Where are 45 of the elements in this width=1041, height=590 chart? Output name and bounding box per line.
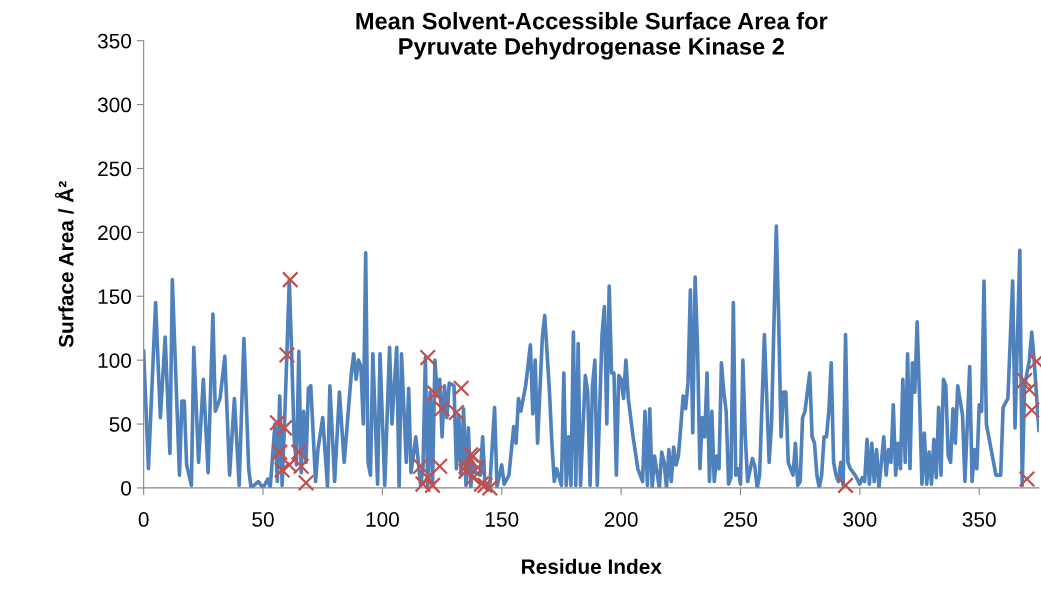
y-axis-title: Surface Area / Å² (54, 181, 74, 348)
point (419, 349, 437, 366)
point (414, 475, 432, 493)
x-tick-label: 150 (485, 512, 519, 527)
point (452, 379, 470, 397)
x-tick-label: 200 (604, 512, 638, 527)
y-tick-label: 0 (121, 480, 132, 496)
point (464, 469, 482, 487)
y-tick-label: 50 (109, 417, 132, 432)
y-tick-label: 250 (98, 161, 132, 177)
chart-title: Mean Solvent-Accessible Surface Area for Pyruvate Dehydrogenase Kinase 2 (356, 12, 828, 60)
y-tick-label: 300 (97, 97, 132, 113)
x-tick-label: 0 (138, 512, 149, 527)
point (412, 457, 429, 475)
point (290, 443, 308, 461)
y-tick-label: 150 (98, 289, 132, 305)
x-tick-label: 250 (724, 512, 758, 527)
point (431, 457, 449, 475)
point (424, 476, 441, 494)
point (473, 475, 490, 493)
x-tick-label: 100 (366, 512, 399, 527)
point (297, 474, 315, 492)
point (268, 414, 286, 432)
point (271, 443, 289, 461)
x-tick-label: 350 (962, 512, 996, 527)
point (1023, 401, 1041, 419)
point (1020, 381, 1038, 398)
y-tick-label: 200 (98, 225, 132, 241)
point (1016, 372, 1033, 389)
point (419, 469, 437, 487)
point (278, 346, 296, 364)
point (476, 476, 494, 494)
point (837, 476, 854, 494)
point (281, 271, 299, 289)
y-tick-label: 100 (98, 353, 132, 368)
x-axis-title: Residue Index (522, 558, 662, 575)
point (457, 462, 475, 480)
point (273, 461, 291, 479)
x-tick-label: 300 (843, 512, 877, 527)
y-tick-label: 350 (97, 33, 132, 49)
point (276, 419, 293, 437)
point (1018, 470, 1036, 488)
x-tick-label: 50 (252, 512, 274, 527)
point (426, 384, 444, 402)
point (481, 479, 499, 497)
